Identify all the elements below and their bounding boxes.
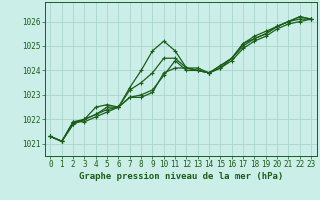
X-axis label: Graphe pression niveau de la mer (hPa): Graphe pression niveau de la mer (hPa) <box>79 172 283 181</box>
